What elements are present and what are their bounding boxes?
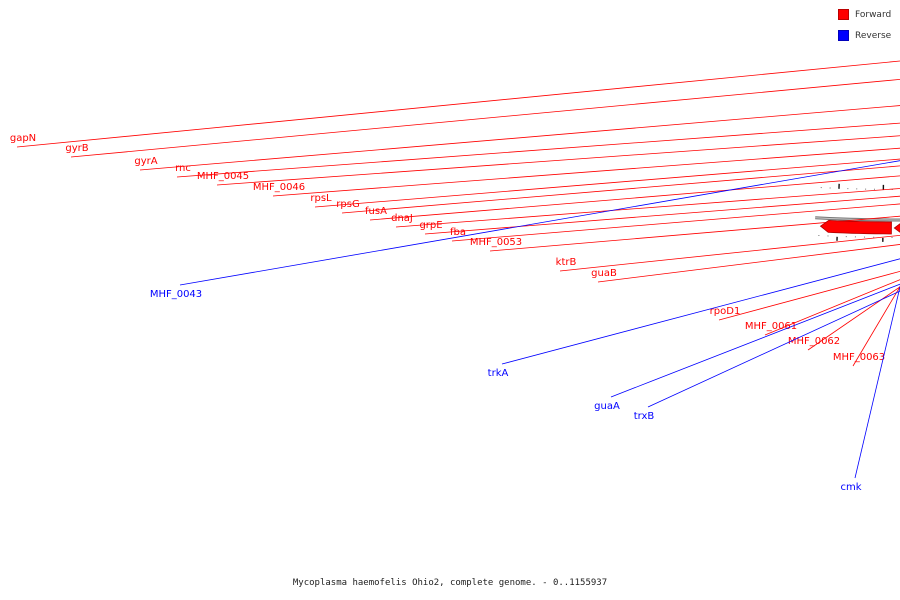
gene-leader-line [610, 283, 900, 398]
reverse-swatch [838, 30, 849, 41]
strand-legend: Forward Reverse [838, 8, 891, 50]
gene-leader-line [395, 188, 900, 228]
mhf_0063-gene [893, 223, 900, 233]
reverse-gene-label: guaA [594, 401, 620, 412]
gene-leader-line [854, 285, 900, 479]
inner-tick-track [820, 183, 893, 190]
forward-gene-label: MHF_0046 [253, 182, 305, 193]
gene-leader-line [597, 244, 900, 283]
gene-leader-line [489, 215, 900, 252]
forward-gene-label: MHF_0053 [470, 237, 522, 248]
gene-leader-line [16, 60, 900, 148]
gene-leader-line [272, 147, 900, 197]
unlabeled-forward-gene [819, 219, 892, 235]
forward-gene-label: rnc [175, 163, 191, 174]
forward-gene-label: dnaJ [391, 213, 413, 224]
forward-gene-label: rpoD1 [710, 306, 741, 317]
reverse-gene-label: MHF_0043 [150, 289, 202, 300]
gene-leader-line [852, 285, 900, 367]
forward-gene-label: rpsL [310, 193, 332, 204]
reverse-gene-label: trxB [634, 411, 655, 422]
forward-gene-label: grpE [419, 220, 442, 231]
reverse-gene-label: trkA [488, 368, 509, 379]
forward-gene-label: MHF_0063 [833, 352, 885, 363]
forward-gene-label: rpsG [336, 199, 359, 210]
legend-forward-label: Forward [855, 9, 892, 20]
legend-reverse-label: Reverse [855, 30, 892, 41]
forward-gene-track: gapN gyrB gyrA rnc MHF_0045 MHF_0046 rpsL rpsG f… [10, 60, 900, 367]
forward-swatch [838, 9, 849, 20]
reverse-gene-label: cmk [840, 482, 861, 493]
gene-leader-line [70, 78, 900, 158]
forward-gene-label: gapN [10, 133, 36, 144]
gene-leader-line [179, 160, 900, 286]
forward-gene-label: MHF_0062 [788, 336, 840, 347]
forward-gene-label: guaB [591, 268, 617, 279]
gene-leader-line [139, 105, 900, 171]
forward-gene-label: ktrB [556, 257, 577, 268]
gene-leader-line [647, 290, 900, 408]
gene-leader-line [718, 270, 900, 321]
forward-gene-label: MHF_0061 [745, 321, 797, 332]
forward-gene-label: fusA [365, 206, 387, 217]
gene-leader-line [176, 122, 900, 178]
genome-caption: Mycoplasma haemofelis Ohio2, complete ge… [292, 578, 608, 588]
forward-gene-label: gyrB [65, 143, 88, 154]
forward-gene-label: gyrA [134, 156, 157, 167]
gene-leader-line [807, 286, 900, 351]
forward-gene-label: fba [450, 227, 466, 238]
gene-leader-line [451, 203, 900, 242]
gene-leader-line [764, 279, 900, 336]
outer-tick-track [818, 234, 893, 242]
reverse-gene-track: MHF_0043 trkA guaA trxB cmk [150, 160, 900, 493]
gene-leader-line [341, 165, 900, 214]
legend-reverse: Reverse [838, 29, 891, 42]
gene-leader-line [501, 258, 900, 365]
gene-leader-line [369, 175, 900, 221]
gene-leader-line [216, 135, 900, 186]
gene-leader-line [314, 158, 900, 208]
forward-gene-label: MHF_0045 [197, 171, 249, 182]
gene-leader-line [424, 195, 900, 235]
gene-leader-line [559, 234, 900, 272]
legend-forward: Forward [838, 8, 891, 21]
